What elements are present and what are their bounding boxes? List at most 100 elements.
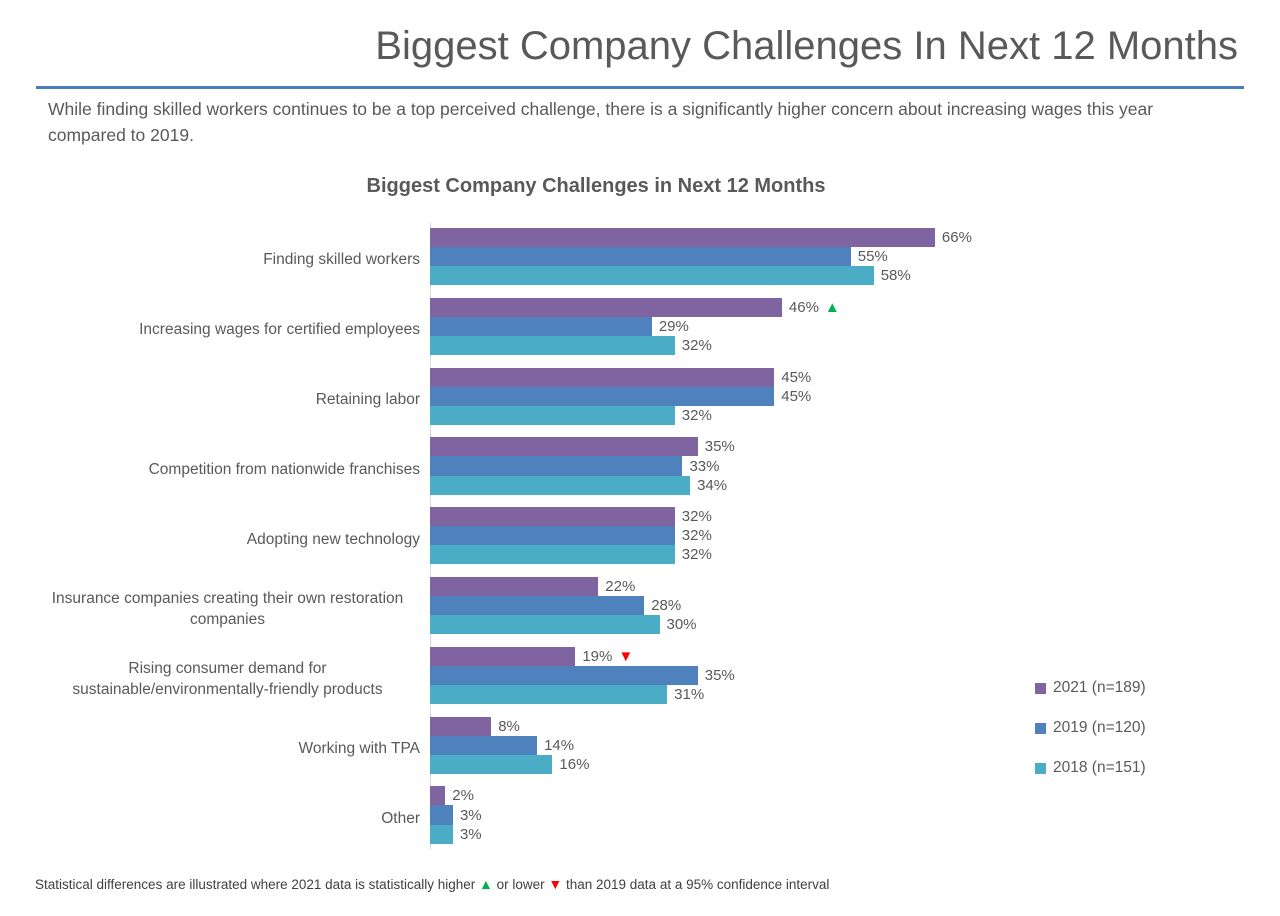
category-label: Rising consumer demand for sustainable/e… [72,659,383,698]
bar-2021 [430,437,698,457]
chart-legend: 2021 (n=189) 2019 (n=120) 2018 (n=151) [1035,678,1146,798]
chart-category-row: Increasing wages for certified employees… [35,292,1175,362]
chart-category-row: Finding skilled workers 66% 55% 58% [35,222,1175,292]
bar-2021 [430,367,775,387]
chart-category-row: Retaining labor 45% 45% 32% [35,362,1175,432]
bar-value-label: 19% [582,647,613,665]
bar-2021 [430,716,492,736]
bar-row: 35% [430,437,1175,457]
bar-value-label: 32% [681,508,712,526]
bar-row: 14% [430,735,1175,755]
bar-2021 [430,228,935,248]
bar-2021 [430,786,446,806]
category-label: Retaining labor [315,390,420,408]
grouped-bar-chart: Finding skilled workers 66% 55% 58% Increasi… [35,222,1175,850]
category-label: Finding skilled workers [263,251,420,269]
legend-label: 2021 (n=189) [1053,679,1146,696]
category-label: Insurance companies creating their own r… [51,589,404,628]
legend-item: 2021 (n=189) [1035,678,1146,698]
header-divider [36,86,1244,89]
chart-category-row: Adopting new technology 32% 32% 32% [35,501,1175,571]
bar-2018 [430,475,691,495]
legend-item: 2018 (n=151) [1035,758,1146,778]
chart-category-row: Insurance companies creating their own r… [35,571,1175,641]
bar-group: 19% ▼ 35% 31% [430,646,1175,711]
page-title: Biggest Company Challenges In Next 12 Mo… [375,24,1238,68]
bar-value-label: 29% [658,317,689,335]
legend-item: 2019 (n=120) [1035,718,1146,738]
bar-row: 46% ▲ [430,297,1175,317]
bar-group: 45% 45% 32% [430,367,1175,432]
bar-value-label: 30% [666,616,697,634]
chart-category-row: Working with TPA 8% 14% 16% [35,711,1175,781]
bar-group: 8% 14% 16% [430,716,1175,781]
bar-2018 [430,545,675,565]
bar-group: 35% 33% 34% [430,437,1175,501]
bar-value-label: 16% [559,755,590,773]
bar-value-label: 32% [681,406,712,424]
bar-value-label: 35% [704,666,735,684]
subtitle-text: While finding skilled workers continues … [48,99,1154,145]
bar-value-label: 3% [459,806,482,824]
bar-2019 [430,805,453,825]
bar-value-label: 58% [880,267,911,285]
chart-category-row: Other 2% 3% 3% [35,780,1175,850]
bar-2021 [430,507,675,527]
category-label: Adopting new technology [246,530,420,548]
bar-value-label: 35% [704,438,735,456]
bar-row: 58% [430,266,1175,286]
chart-title: Biggest Company Challenges in Next 12 Mo… [366,175,826,197]
bar-group: 2% 3% 3% [430,786,1175,850]
legend-label: 2019 (n=120) [1053,719,1146,736]
category-label: Other [381,809,420,827]
bar-value-label: 31% [674,686,705,704]
bar-row: 35% [430,665,1175,685]
bar-value-label: 45% [781,387,812,405]
bar-value-label: 3% [459,825,482,843]
bar-2019 [430,596,645,616]
footnote-text-3: than 2019 data at a 95% confidence inter… [562,877,830,892]
bar-value-label: 66% [941,229,972,247]
chart-category-row: Rising consumer demand for sustainable/e… [35,641,1175,711]
bar-value-label: 45% [781,368,812,386]
bar-value-label: 34% [697,476,728,494]
bar-row: 34% [430,475,1175,495]
bar-row: 3% [430,824,1175,844]
bar-value-label: 2% [452,787,474,805]
bar-row: 32% [430,526,1175,546]
bar-row: 2% [430,786,1175,806]
bar-value-label: 8% [498,717,520,735]
bar-2018 [430,684,668,705]
bar-2019 [430,247,851,267]
bar-2018 [430,754,553,774]
bar-group: 32% 32% 32% [430,507,1175,571]
bar-value-label: 46% [788,298,819,316]
legend-swatch-icon [1035,682,1046,694]
bar-value-label: 14% [544,736,575,754]
bar-row: 32% [430,545,1175,565]
significance-up-icon: ▲ [824,298,840,316]
significance-down-icon: ▼ [618,647,634,665]
bar-row: 31% [430,684,1175,705]
legend-label: 2018 (n=151) [1053,759,1146,776]
bar-row: 22% [430,576,1175,597]
bar-row: 16% [430,754,1175,774]
bar-2021 [430,297,782,317]
bar-2019 [430,735,538,755]
bar-row: 66% [430,228,1175,248]
bar-row: 30% [430,615,1175,635]
bar-row: 8% [430,716,1175,736]
chart-category-row: Competition from nationwide franchises 35… [35,431,1175,501]
bar-value-label: 32% [681,337,712,355]
footnote: Statistical differences are illustrated … [35,876,829,892]
bar-value-label: 22% [605,578,636,596]
bar-row: 33% [430,456,1175,476]
bar-row: 19% ▼ [430,646,1175,666]
bar-value-label: 32% [681,527,712,545]
footnote-text-1: Statistical differences are illustrated … [35,877,479,892]
bar-2018 [430,266,874,286]
bar-value-label: 55% [857,248,888,266]
bar-value-label: 33% [689,457,720,475]
footnote-text-2: or lower [492,877,549,892]
